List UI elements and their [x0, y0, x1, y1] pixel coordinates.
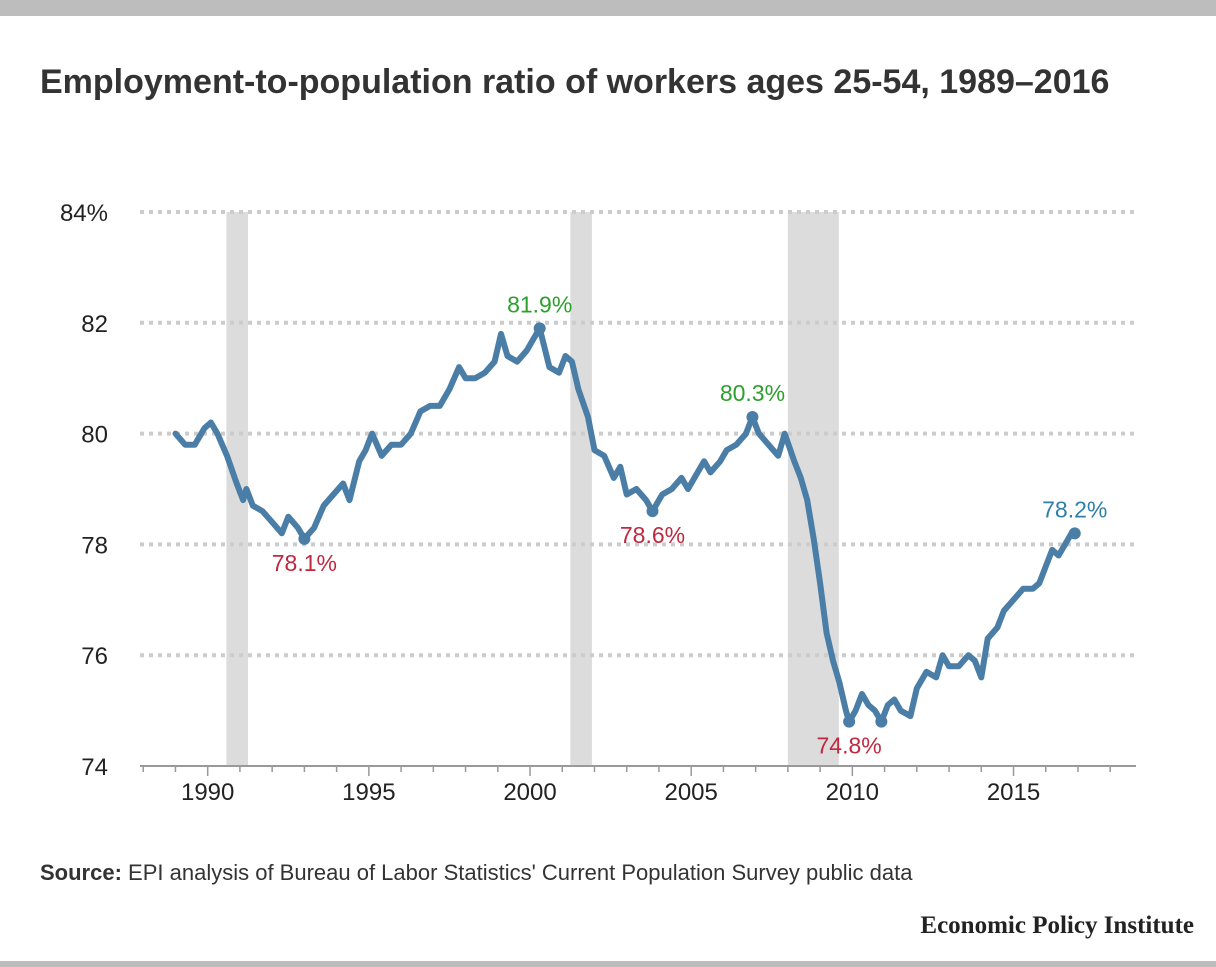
marker-trough-1	[298, 532, 311, 545]
annotation-labels: 78.1% 81.9% 78.6% 80.3% 74.8% 78.2%	[272, 291, 1108, 758]
data-label-latest-7: 78.2%	[1042, 496, 1107, 522]
x-tick-label-2000: 2000	[503, 779, 556, 806]
data-label-trough-1: 78.1%	[272, 550, 337, 576]
brand-logo-text: Economic Policy Institute	[920, 912, 1194, 939]
annotation-markers	[298, 322, 1081, 728]
source-label: Source:	[40, 860, 122, 885]
data-label-peak-4: 80.3%	[720, 380, 785, 406]
marker-peak-2	[533, 322, 546, 335]
chart-title: Employment-to-population ratio of worker…	[40, 63, 1110, 101]
marker-peak-4	[746, 410, 759, 423]
marker-latest-7	[1068, 527, 1081, 540]
x-tick-label-2005: 2005	[664, 779, 717, 806]
marker-trough-5	[843, 715, 856, 728]
recession-bands	[226, 212, 839, 766]
x-tick-label-1995: 1995	[342, 779, 395, 806]
marker-trough-6	[875, 715, 888, 728]
marker-trough-3	[646, 505, 659, 518]
x-tick-label-1990: 1990	[181, 779, 234, 806]
y-tick-label-84: 84%	[60, 200, 108, 227]
recession-band-3	[787, 212, 839, 766]
data-label-trough-5: 74.8%	[817, 733, 882, 759]
recession-band-2	[570, 212, 592, 766]
y-axis-ticks: 74 76 78 80 82 84%	[60, 200, 108, 781]
x-tick-label-2010: 2010	[826, 779, 879, 806]
y-tick-label-74: 74	[81, 754, 108, 781]
y-tick-label-80: 80	[81, 422, 108, 449]
y-tick-label-78: 78	[81, 532, 108, 559]
y-tick-label-76: 76	[81, 643, 108, 670]
y-tick-label-82: 82	[81, 311, 108, 338]
data-label-peak-2: 81.9%	[507, 291, 572, 317]
data-label-trough-3: 78.6%	[620, 522, 685, 548]
source-text: EPI analysis of Bureau of Labor Statisti…	[128, 860, 913, 885]
x-axis-ticks: 1990 1995 2000 2005 2010 2015	[142, 766, 1111, 806]
bottom-border-bar	[0, 961, 1216, 967]
top-border-bar	[0, 0, 1216, 16]
y-gridlines	[140, 210, 1136, 658]
source-note: Source: EPI analysis of Bureau of Labor …	[40, 860, 912, 886]
x-tick-label-2015: 2015	[987, 779, 1040, 806]
